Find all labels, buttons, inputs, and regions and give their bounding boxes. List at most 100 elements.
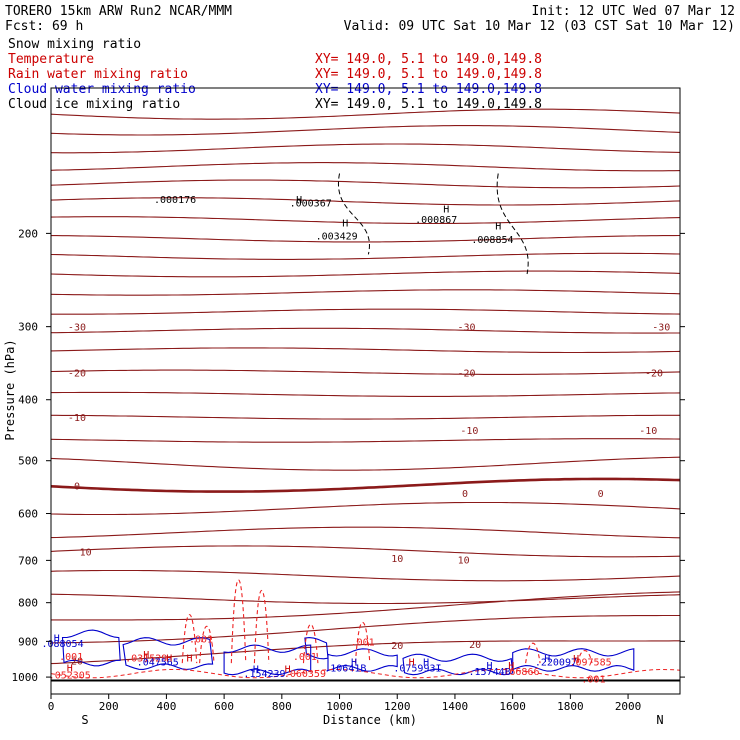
temperature-isotherm (50, 640, 680, 665)
x-tick-label: 1200 (384, 700, 411, 713)
rain-contour-label: .001 (59, 652, 83, 663)
cloud-water-contour-label: .075993I (393, 663, 441, 674)
temperature-isotherm (50, 477, 681, 493)
temperature-isotherm (50, 438, 681, 443)
temperature-isotherm (50, 252, 681, 260)
cloud-water-contour-label: .220097 (535, 657, 577, 668)
temperature-isotherm (50, 108, 681, 120)
x-tick-label: 1400 (442, 700, 469, 713)
y-tick-label: 1000 (12, 671, 39, 684)
temperature-isotherm (50, 216, 681, 225)
header-title: TORERO 15km ARW Run2 NCAR/MMM (5, 4, 232, 19)
high-marker: H (351, 657, 357, 668)
temperature-contour-label: -20 (457, 368, 475, 379)
high-marker: H (342, 218, 348, 229)
cloud-ice-contour (496, 173, 529, 275)
rain-contour-label: .052305 (49, 671, 91, 682)
rain-water-contour (354, 621, 371, 664)
cloud-water-contour-label: .047565 (137, 657, 179, 668)
y-tick-label: 200 (18, 227, 38, 240)
rain-water-contour (230, 579, 247, 664)
legend-xy-cloud-ice: XY= 149.0, 5.1 to 149.0,149.8 (315, 97, 542, 112)
high-marker: H (544, 654, 550, 665)
temperature-isotherm (50, 347, 681, 354)
x-tick-label: 0 (48, 700, 55, 713)
high-marker: H (409, 657, 415, 668)
temperature-contour-label: -30 (68, 323, 86, 334)
rain-water-contour (199, 625, 215, 664)
x-tick-label: 1600 (499, 700, 526, 713)
high-marker: H (296, 195, 302, 206)
temperature-isotherm (50, 593, 681, 605)
cloud-water-contour (512, 648, 635, 672)
x-tick-label: 400 (156, 700, 176, 713)
legend-xy-rain: XY= 149.0, 5.1 to 149.0,149.8 (315, 67, 542, 82)
header-init-time: Init: 12 UTC Wed 07 Mar 12 (532, 4, 736, 19)
cloud-ice-contour (337, 173, 370, 255)
cloud-water-contour-label: .088054 (41, 639, 83, 650)
cloud-water-contour-label: .154239 (243, 669, 285, 680)
cloud-water-contour-label: .10641B (324, 663, 366, 674)
temperature-contour-label: -10 (68, 413, 86, 424)
x-tick-label: 1000 (326, 700, 353, 713)
high-marker: H (54, 634, 60, 645)
temperature-isotherm (50, 197, 681, 206)
temperature-isotherm (51, 234, 681, 243)
high-marker: H (487, 661, 493, 672)
x-axis-label: Distance (km) (323, 713, 417, 727)
rain-contour-label: .001 (293, 652, 317, 663)
high-marker: H (253, 664, 259, 675)
legend-label-rain: Rain water mixing ratio (8, 67, 188, 82)
rain-water-contour (525, 642, 541, 664)
temperature-isotherm (51, 591, 681, 621)
temperature-contour-label: -20 (645, 368, 663, 379)
y-tick-label: 500 (18, 455, 38, 468)
temperature-contour-label: 10 (80, 547, 92, 558)
temperature-isotherm (50, 289, 681, 296)
x-tick-label: 200 (99, 700, 119, 713)
y-tick-label: 600 (18, 508, 38, 521)
plot-frame (50, 87, 681, 695)
axis-ticks: 0 200 400 600 800 1000 1200 1400 1600 1800 2000200… (12, 227, 685, 713)
temperature-isotherm (51, 327, 680, 334)
y-axis-label: Pressure (hPa) (3, 339, 17, 440)
rain-water-layer (50, 579, 681, 679)
high-marker: H (285, 664, 291, 675)
cloud-water-contour (122, 637, 214, 670)
temperature-contour-label: 0 (598, 489, 604, 500)
y-tick-label: 800 (18, 597, 38, 610)
ice-contour-label: .008854 (471, 235, 513, 246)
high-marker: H (67, 663, 73, 674)
high-marker: H (186, 653, 192, 664)
temperature-contour-label: 0 (462, 489, 468, 500)
temperature-contour-label: 10 (458, 555, 470, 566)
header-forecast-hour: Fcst: 69 h (5, 19, 83, 34)
legend-label-temperature: Temperature (8, 52, 94, 67)
temperature-isotherm (50, 569, 681, 582)
ice-contour-label: .000867 (415, 215, 457, 226)
contour-labels: -30 -30 -30 -20 -20 -20 -10 -10 -10 0 0 0 10 10 10 20 20… (41, 195, 670, 686)
rain-contour-label: .001 (189, 634, 213, 645)
x-tick-label: 2000 (615, 700, 642, 713)
legend-xy-cloud-water: XY= 149.0, 5.1 to 149.0,149.8 (315, 82, 542, 97)
temperature-contour-label: -30 (457, 323, 475, 334)
header-valid-time: Valid: 09 UTC Sat 10 Mar 12 (03 CST Sat … (344, 19, 735, 34)
ice-contour-label: .003429 (316, 232, 358, 243)
temperature-contour-label: 20 (391, 641, 403, 652)
rain-contour-label: .001 (351, 637, 375, 648)
y-tick-label: 300 (18, 321, 38, 334)
temperature-contour-label: 20 (71, 657, 83, 668)
cloud-water-contour (61, 629, 121, 667)
temperature-contour-label: -10 (639, 426, 657, 437)
x-tick-label: 800 (272, 700, 292, 713)
temperature-isotherm (50, 270, 681, 278)
chart-header: TORERO 15km ARW Run2 NCAR/MMM Init: 12 U… (5, 4, 735, 34)
x-tick-label: 600 (214, 700, 234, 713)
high-marker: H (423, 657, 429, 668)
rain-contour-label: .060359 (284, 669, 326, 680)
temperature-isotherm (50, 125, 681, 136)
y-tick-label: 900 (18, 635, 38, 648)
high-marker: H (495, 222, 501, 233)
legend-label-snow: Snow mixing ratio (8, 37, 141, 52)
high-marker: H (508, 661, 514, 672)
